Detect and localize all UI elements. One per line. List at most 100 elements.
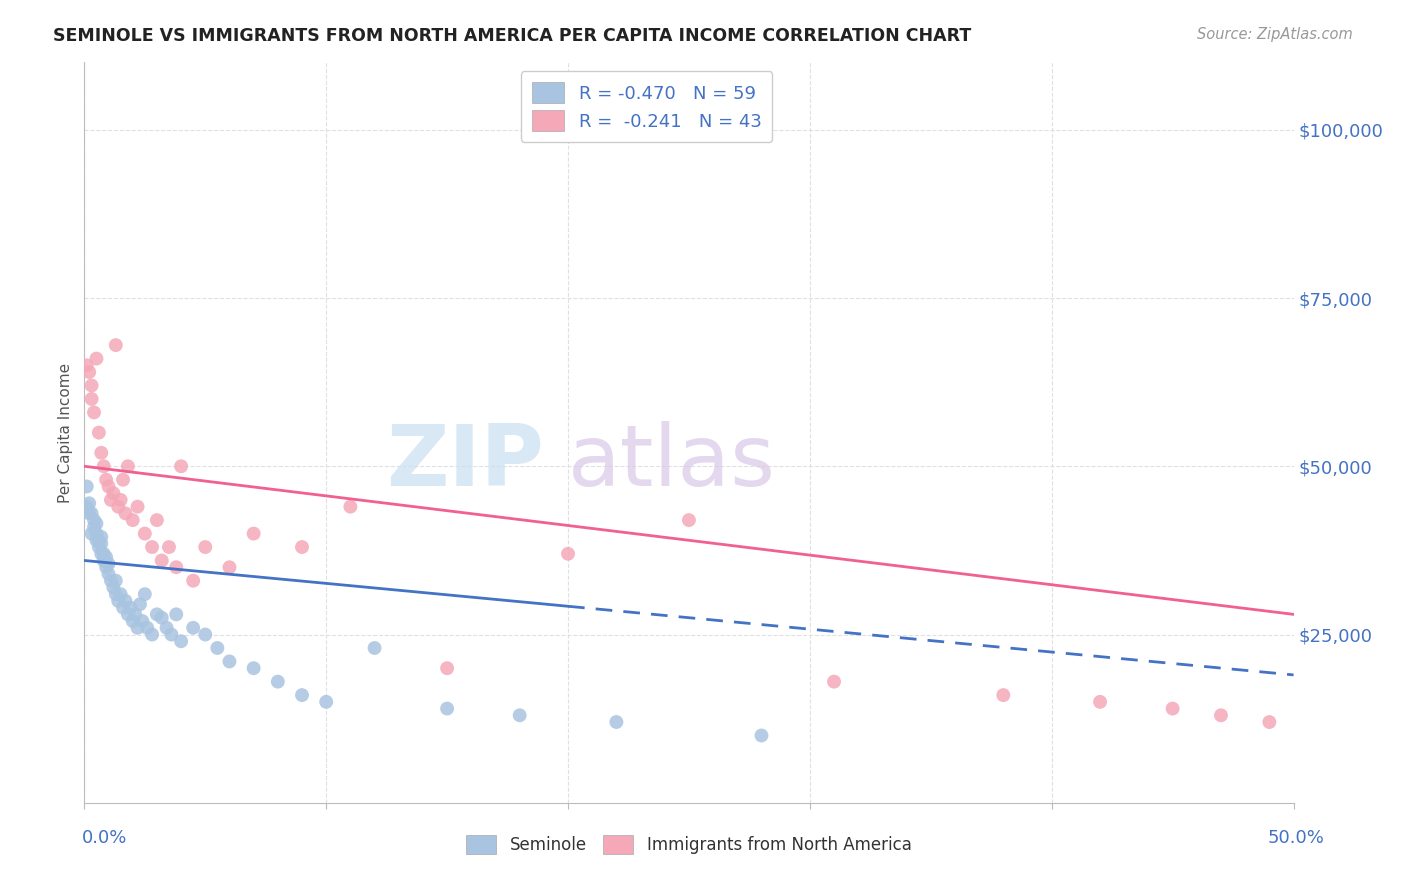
Point	[134, 587, 156, 601]
Text: atlas: atlas	[568, 421, 776, 504]
Point	[80, 392, 103, 406]
Point	[160, 627, 183, 641]
Point	[134, 526, 156, 541]
Point	[117, 607, 139, 622]
Point	[1088, 695, 1111, 709]
Point	[77, 496, 100, 510]
Point	[150, 553, 173, 567]
Point	[218, 560, 240, 574]
Point	[129, 597, 152, 611]
Point	[104, 338, 127, 352]
Point	[107, 500, 129, 514]
Point	[104, 587, 127, 601]
Point	[165, 560, 187, 574]
Point	[120, 600, 142, 615]
Text: 50.0%: 50.0%	[1268, 829, 1324, 847]
Point	[155, 621, 177, 635]
Point	[141, 540, 163, 554]
Point	[110, 492, 132, 507]
Point	[678, 513, 700, 527]
Point	[77, 365, 100, 379]
Point	[291, 540, 314, 554]
Point	[90, 530, 112, 544]
Point	[339, 500, 361, 514]
Point	[1161, 701, 1184, 715]
Point	[114, 594, 136, 608]
Point	[90, 446, 112, 460]
Point	[112, 473, 135, 487]
Point	[194, 627, 217, 641]
Point	[93, 547, 115, 561]
Point	[124, 607, 146, 622]
Point	[87, 533, 110, 548]
Point	[363, 640, 385, 655]
Point	[103, 581, 125, 595]
Text: SEMINOLE VS IMMIGRANTS FROM NORTH AMERICA PER CAPITA INCOME CORRELATION CHART: SEMINOLE VS IMMIGRANTS FROM NORTH AMERIC…	[53, 27, 972, 45]
Point	[170, 459, 193, 474]
Point	[114, 507, 136, 521]
Point	[112, 600, 135, 615]
Point	[83, 513, 105, 527]
Point	[76, 359, 98, 373]
Point	[97, 479, 120, 493]
Point	[436, 661, 458, 675]
Point	[83, 405, 105, 419]
Text: Source: ZipAtlas.com: Source: ZipAtlas.com	[1197, 27, 1353, 42]
Point	[97, 557, 120, 571]
Legend: Seminole, Immigrants from North America: Seminole, Immigrants from North America	[460, 829, 918, 861]
Text: 0.0%: 0.0%	[82, 829, 127, 847]
Point	[194, 540, 217, 554]
Point	[80, 507, 103, 521]
Point	[267, 674, 290, 689]
Point	[751, 729, 773, 743]
Point	[93, 553, 115, 567]
Text: ZIP: ZIP	[387, 421, 544, 504]
Point	[103, 486, 125, 500]
Point	[436, 701, 458, 715]
Point	[509, 708, 531, 723]
Point	[141, 627, 163, 641]
Point	[1209, 708, 1232, 723]
Point	[83, 520, 105, 534]
Point	[605, 714, 627, 729]
Point	[150, 610, 173, 624]
Point	[86, 526, 108, 541]
Point	[181, 621, 204, 635]
Point	[93, 459, 115, 474]
Point	[77, 507, 100, 521]
Point	[110, 587, 132, 601]
Point	[121, 513, 143, 527]
Point	[242, 526, 264, 541]
Point	[557, 547, 579, 561]
Point	[170, 634, 193, 648]
Point	[86, 516, 108, 531]
Point	[136, 621, 159, 635]
Point	[97, 566, 120, 581]
Point	[823, 674, 845, 689]
Point	[242, 661, 264, 675]
Point	[80, 526, 103, 541]
Point	[86, 533, 108, 548]
Point	[94, 560, 117, 574]
Point	[90, 547, 112, 561]
Point	[117, 459, 139, 474]
Point	[90, 536, 112, 550]
Y-axis label: Per Capita Income: Per Capita Income	[58, 362, 73, 503]
Point	[207, 640, 229, 655]
Point	[1258, 714, 1281, 729]
Point	[127, 500, 149, 514]
Point	[80, 378, 103, 392]
Point	[107, 594, 129, 608]
Point	[131, 614, 153, 628]
Point	[121, 614, 143, 628]
Point	[100, 574, 122, 588]
Point	[94, 473, 117, 487]
Point	[146, 513, 169, 527]
Point	[76, 479, 98, 493]
Point	[87, 540, 110, 554]
Point	[218, 655, 240, 669]
Point	[86, 351, 108, 366]
Point	[157, 540, 180, 554]
Point	[100, 492, 122, 507]
Point	[165, 607, 187, 622]
